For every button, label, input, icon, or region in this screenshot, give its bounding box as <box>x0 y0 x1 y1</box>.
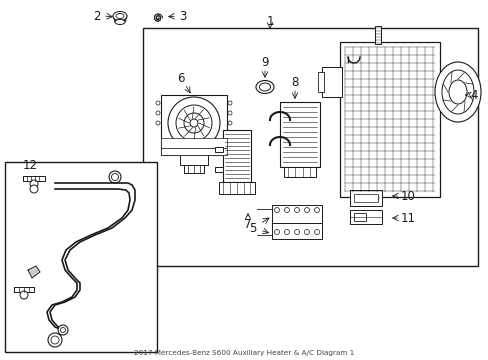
Text: 2: 2 <box>93 9 101 23</box>
Circle shape <box>109 171 121 183</box>
Bar <box>349 210 381 224</box>
Text: 4: 4 <box>469 89 477 102</box>
Circle shape <box>51 336 59 344</box>
Bar <box>223 130 250 182</box>
Circle shape <box>274 230 279 234</box>
Text: 10: 10 <box>400 189 415 202</box>
Bar <box>353 194 377 202</box>
Circle shape <box>227 101 231 105</box>
Text: 6: 6 <box>177 72 184 85</box>
Text: 3: 3 <box>179 9 186 23</box>
Circle shape <box>156 101 160 105</box>
Bar <box>353 213 365 221</box>
Text: 11: 11 <box>400 212 415 225</box>
Bar <box>349 190 381 206</box>
Bar <box>271 223 321 239</box>
Circle shape <box>48 333 62 347</box>
Circle shape <box>314 207 319 212</box>
Ellipse shape <box>116 14 124 18</box>
Text: 1: 1 <box>265 14 273 27</box>
Circle shape <box>274 207 279 212</box>
Bar <box>271 205 321 223</box>
Bar <box>374 26 380 44</box>
Ellipse shape <box>448 80 466 104</box>
Circle shape <box>372 195 378 201</box>
Text: 2017 Mercedes-Benz S600 Auxiliary Heater & A/C Diagram 1: 2017 Mercedes-Benz S600 Auxiliary Heater… <box>134 350 353 356</box>
Ellipse shape <box>259 83 270 91</box>
Bar <box>219 182 254 194</box>
Bar <box>284 167 315 177</box>
Circle shape <box>156 121 160 125</box>
Circle shape <box>227 111 231 115</box>
Bar <box>161 138 226 148</box>
Bar <box>161 95 226 155</box>
Bar <box>161 148 226 155</box>
Ellipse shape <box>113 12 127 21</box>
Bar <box>14 287 34 292</box>
Circle shape <box>304 207 309 212</box>
Circle shape <box>294 207 299 212</box>
Bar <box>142 28 477 266</box>
Text: 5: 5 <box>249 221 256 234</box>
Circle shape <box>314 230 319 234</box>
Bar <box>339 42 439 197</box>
Circle shape <box>61 328 65 333</box>
Circle shape <box>227 121 231 125</box>
Circle shape <box>111 174 118 180</box>
Polygon shape <box>28 266 40 278</box>
Bar <box>23 176 45 181</box>
Bar <box>5 162 157 352</box>
Bar <box>280 102 319 167</box>
Circle shape <box>168 97 220 149</box>
Bar <box>215 147 223 152</box>
Ellipse shape <box>441 70 473 114</box>
Bar <box>180 155 207 165</box>
Bar <box>321 67 341 97</box>
Circle shape <box>30 185 38 193</box>
Circle shape <box>284 207 289 212</box>
Circle shape <box>176 105 212 141</box>
Text: 7: 7 <box>244 217 251 230</box>
Circle shape <box>284 230 289 234</box>
Circle shape <box>183 113 203 133</box>
Ellipse shape <box>115 19 125 24</box>
Bar <box>183 165 203 173</box>
Circle shape <box>30 180 38 188</box>
Text: 9: 9 <box>261 55 268 68</box>
Bar <box>317 72 324 92</box>
Circle shape <box>364 195 370 201</box>
Ellipse shape <box>434 62 480 122</box>
Ellipse shape <box>256 81 273 94</box>
Circle shape <box>20 291 28 299</box>
Circle shape <box>304 230 309 234</box>
Text: 8: 8 <box>291 76 298 89</box>
Circle shape <box>294 230 299 234</box>
Circle shape <box>190 119 198 127</box>
Bar <box>215 167 223 172</box>
Circle shape <box>354 195 360 201</box>
Circle shape <box>156 111 160 115</box>
Text: 12: 12 <box>22 158 38 171</box>
Circle shape <box>58 325 68 335</box>
